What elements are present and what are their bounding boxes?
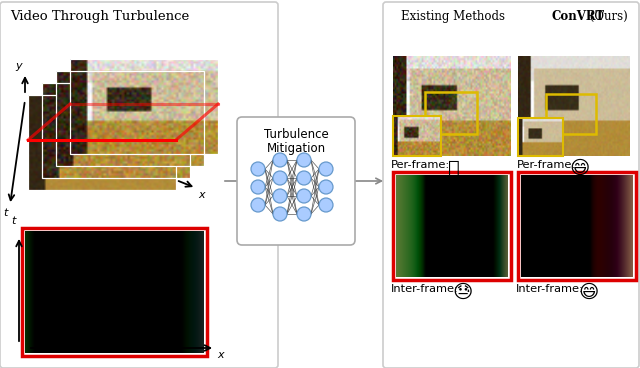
Bar: [518, 118, 563, 156]
Text: 😄: 😄: [579, 283, 599, 302]
Bar: [393, 172, 511, 280]
Circle shape: [319, 198, 333, 212]
Circle shape: [273, 207, 287, 221]
Text: t: t: [4, 208, 8, 218]
Text: Turbulence: Turbulence: [264, 128, 328, 141]
Text: Per-frame:: Per-frame:: [390, 160, 450, 170]
Circle shape: [273, 153, 287, 167]
Text: Existing Methods: Existing Methods: [401, 10, 505, 23]
Text: Mitigation: Mitigation: [266, 142, 326, 155]
Bar: [393, 116, 441, 156]
Bar: [546, 94, 596, 134]
Bar: [42, 83, 190, 178]
Text: 😓: 😓: [453, 283, 473, 302]
Text: y: y: [15, 61, 22, 71]
FancyBboxPatch shape: [0, 2, 278, 368]
Circle shape: [297, 207, 311, 221]
FancyBboxPatch shape: [383, 2, 639, 368]
FancyBboxPatch shape: [237, 117, 355, 245]
Circle shape: [251, 180, 265, 194]
Circle shape: [297, 171, 311, 185]
Circle shape: [251, 198, 265, 212]
Text: ConVRT: ConVRT: [551, 10, 604, 23]
Bar: [425, 92, 477, 134]
Circle shape: [297, 153, 311, 167]
Circle shape: [273, 171, 287, 185]
Text: (Ours): (Ours): [586, 10, 628, 23]
Bar: [22, 228, 207, 356]
Circle shape: [319, 162, 333, 176]
Text: t: t: [12, 216, 16, 226]
Text: Inter-frame:: Inter-frame:: [516, 284, 584, 294]
Text: x: x: [198, 190, 205, 200]
Bar: [28, 95, 176, 190]
Bar: [56, 71, 204, 166]
Circle shape: [273, 189, 287, 203]
Text: Per-frame:: Per-frame:: [516, 160, 575, 170]
Text: 🙂: 🙂: [448, 159, 460, 178]
Bar: [70, 59, 218, 154]
Bar: [518, 172, 636, 280]
Text: Inter-frame:: Inter-frame:: [391, 284, 459, 294]
Circle shape: [297, 189, 311, 203]
Circle shape: [251, 162, 265, 176]
Text: Video Through Turbulence: Video Through Turbulence: [10, 10, 189, 23]
Text: x: x: [217, 350, 223, 360]
Text: 😄: 😄: [570, 159, 590, 178]
Circle shape: [319, 180, 333, 194]
